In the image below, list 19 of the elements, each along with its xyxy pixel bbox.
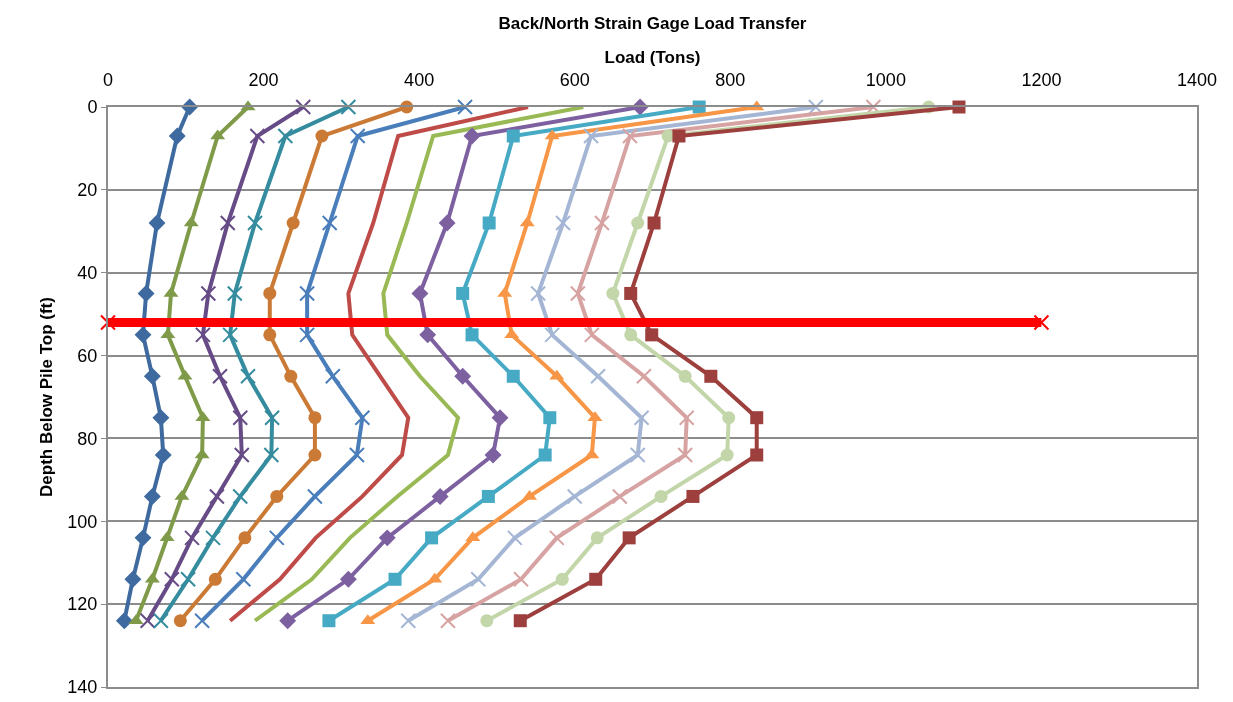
chart-title: Back/North Strain Gage Load Transfer	[498, 14, 807, 34]
x-axis-title: Load (Tons)	[604, 47, 701, 67]
x-tick-label: 1200	[1021, 69, 1062, 90]
y-tick-label: 60	[77, 345, 98, 366]
x-tick-label: 600	[559, 69, 590, 90]
x-tick-label: 400	[404, 69, 435, 90]
y-tick-label: 120	[67, 594, 98, 615]
y-tick-label: 80	[77, 428, 98, 449]
y-axis-title: Depth Below Pile Top (ft)	[37, 297, 57, 497]
x-tick-label: 1400	[1176, 69, 1218, 90]
x-tick-label: 0	[102, 69, 114, 90]
y-tick-label: 20	[77, 180, 98, 201]
y-tick-label: 100	[67, 511, 98, 532]
x-tick-label: 200	[248, 69, 279, 90]
x-tick-label: 800	[715, 69, 746, 90]
x-tick-label: 1000	[865, 69, 906, 90]
y-tick-label: 140	[67, 677, 98, 698]
y-tick-label: 40	[77, 263, 98, 284]
y-tick-label: 0	[87, 97, 98, 118]
